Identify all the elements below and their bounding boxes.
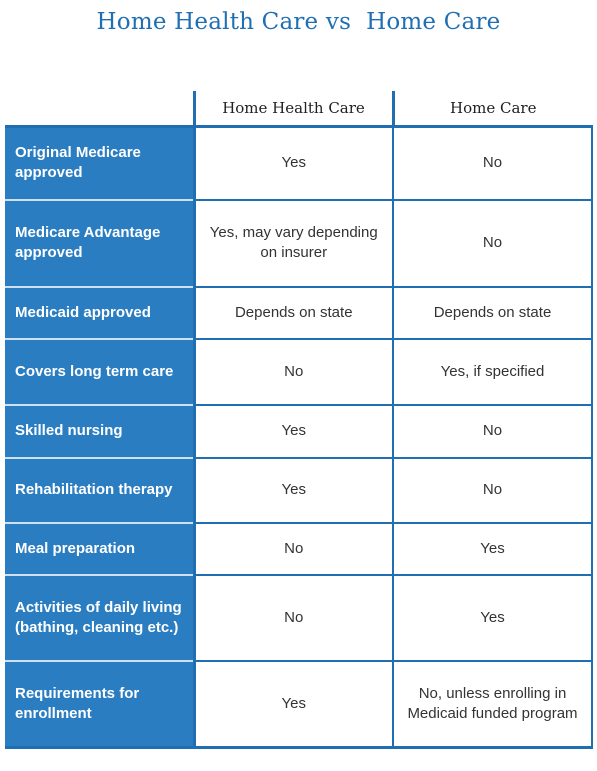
row-label: Medicaid approved [5, 286, 194, 340]
table-row: Medicaid approved Depends on state Depen… [5, 286, 593, 340]
home-health-care-cell: No [192, 574, 394, 662]
home-health-care-cell: No [192, 338, 394, 406]
home-care-cell: Depends on state [393, 286, 593, 340]
table-row: Meal preparation No Yes [5, 522, 593, 576]
table-row: Original Medicare approved Yes No [5, 126, 593, 201]
home-care-cell: No, unless enrolling in Medicaid funded … [393, 660, 593, 749]
row-label: Meal preparation [5, 522, 194, 576]
home-health-care-cell: Yes, may vary depending on insurer [192, 199, 394, 288]
home-care-cell: Yes, if specified [393, 338, 593, 406]
table-row: Skilled nursing Yes No [5, 404, 593, 459]
row-label: Requirements for enrollment [5, 660, 194, 749]
row-label: Rehabilitation therapy [5, 457, 194, 524]
comparison-table: Home Health Care Home Care Original Medi… [5, 91, 593, 749]
home-care-cell: No [393, 199, 593, 288]
home-health-care-cell: Yes [192, 660, 394, 749]
table-row: Covers long term care No Yes, if specifi… [5, 338, 593, 406]
home-care-cell: Yes [393, 574, 593, 662]
table-row: Medicare Advantage approved Yes, may var… [5, 199, 593, 288]
table-row: Activities of daily living (bathing, cle… [5, 574, 593, 662]
home-health-care-cell: Yes [192, 126, 394, 201]
row-label: Medicare Advantage approved [5, 199, 194, 288]
column-header-home-health-care: Home Health Care [192, 91, 395, 128]
home-health-care-cell: Depends on state [192, 286, 394, 340]
home-care-cell: No [393, 457, 593, 524]
table-row: Requirements for enrollment Yes No, unle… [5, 660, 593, 749]
row-label: Covers long term care [5, 338, 194, 406]
home-care-cell: No [393, 404, 593, 459]
header-corner [5, 91, 194, 128]
header-row: Home Health Care Home Care [5, 91, 592, 128]
page-title: Home Health Care vs Home Care [96, 9, 501, 35]
home-health-care-cell: No [192, 522, 394, 576]
row-label: Skilled nursing [5, 404, 194, 459]
row-label: Original Medicare approved [5, 126, 194, 201]
home-health-care-cell: Yes [192, 404, 394, 459]
table-row: Rehabilitation therapy Yes No [5, 457, 593, 524]
row-label: Activities of daily living (bathing, cle… [5, 574, 194, 662]
column-header-home-care: Home Care [393, 91, 592, 128]
home-care-cell: No [393, 126, 593, 201]
home-health-care-cell: Yes [192, 457, 394, 524]
home-care-cell: Yes [393, 522, 593, 576]
